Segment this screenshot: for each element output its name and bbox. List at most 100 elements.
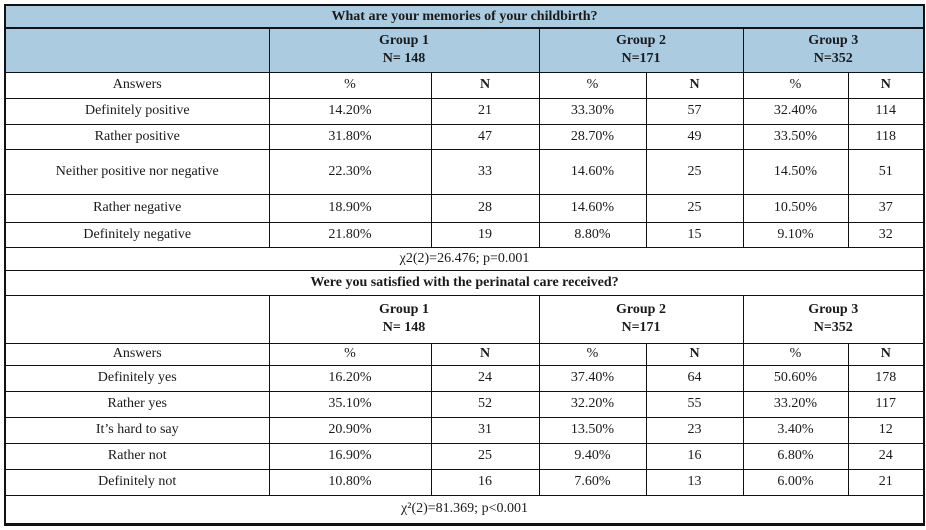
count-header: N [645,342,744,366]
value-cell: 117 [847,390,925,418]
value-cell: 7.60% [538,468,647,496]
value-cell: 178 [847,364,925,392]
answers-header: Answers [4,342,270,366]
table-row: Definitely positive 14.20% 21 33.30% 57 … [4,97,925,125]
value-cell: 22.30% [268,148,432,195]
value-cell: 8.80% [538,221,647,248]
section2-stats-row: χ²(2)=81.369; p<0.001 [4,494,925,525]
count-header: N [645,71,744,99]
value-cell: 114 [847,97,925,125]
table-row: Definitely negative 21.80% 19 8.80% 15 9… [4,221,925,248]
percent-header: % [742,342,849,366]
value-cell: 33.50% [742,123,849,150]
value-cell: 55 [645,390,744,418]
value-cell: 28 [430,193,540,223]
value-cell: 14.60% [538,148,647,195]
section1-group2-header-cell: Group 2 N=171 [538,27,744,73]
value-cell: 37.40% [538,364,647,392]
section1-group3-header-cell: Group 3 N=352 [742,27,925,73]
group1-n: N= 148 [382,320,426,335]
percent-header: % [538,71,647,99]
value-cell: 14.50% [742,148,849,195]
answer-cell: Rather not [4,442,270,470]
answer-cell: Neither positive nor negative [4,148,270,195]
value-cell: 51 [847,148,925,195]
group2-n: N=171 [621,320,661,335]
section2-title-row: Were you satisfied with the perinatal ca… [4,269,925,296]
section1-column-header-row: Answers % N % N % N [4,71,925,99]
table-row: Neither positive nor negative 22.30% 33 … [4,148,925,195]
answer-cell: Definitely yes [4,364,270,392]
value-cell: 18.90% [268,193,432,223]
answer-cell: Rather positive [4,123,270,150]
value-cell: 32.40% [742,97,849,125]
value-cell: 14.60% [538,193,647,223]
value-cell: 13 [645,468,744,496]
percent-header: % [742,71,849,99]
value-cell: 64 [645,364,744,392]
section2-group1-header-cell: Group 1 N= 148 [268,294,540,344]
value-cell: 6.00% [742,468,849,496]
value-cell: 31 [430,416,540,444]
table-row: Definitely yes 16.20% 24 37.40% 64 50.60… [4,364,925,392]
group3-n: N=352 [813,51,853,67]
value-cell: 16.20% [268,364,432,392]
section1-group-header-row: Group 1 N= 148 Group 2 N=171 Group 3 N=3… [4,27,925,73]
group2-name: Group 2 [616,301,666,317]
table-row: Rather positive 31.80% 47 28.70% 49 33.5… [4,123,925,150]
value-cell: 13.50% [538,416,647,444]
value-cell: 28.70% [538,123,647,150]
chi-square-result: χ²(2)=81.369; p<0.001 [4,494,925,525]
count-header: N [430,342,540,366]
answer-cell: Definitely negative [4,221,270,248]
section2-group-header-row: Group 1 N= 148 Group 2 N=171 Group 3 N=3… [4,294,925,344]
value-cell: 24 [847,442,925,470]
section2-column-header-row: Answers % N % N % N [4,342,925,366]
group2-n: N=171 [621,51,661,67]
value-cell: 15 [645,221,744,248]
value-cell: 33.20% [742,390,849,418]
group3-name: Group 3 [808,301,859,317]
value-cell: 50.60% [742,364,849,392]
value-cell: 6.80% [742,442,849,470]
value-cell: 19 [430,221,540,248]
section1-empty-corner-cell [4,27,270,73]
answer-cell: Definitely not [4,468,270,496]
section2-group3-header-cell: Group 3 N=352 [742,294,925,344]
value-cell: 21 [847,468,925,496]
value-cell: 25 [430,442,540,470]
section1-title-row: What are your memories of your childbirt… [4,4,925,29]
value-cell: 25 [645,193,744,223]
section1-stats-row: χ2(2)=26.476; p=0.001 [4,246,925,271]
value-cell: 10.80% [268,468,432,496]
value-cell: 33.30% [538,97,647,125]
chi-square-result: χ2(2)=26.476; p=0.001 [4,246,925,271]
section2-group2-header-cell: Group 2 N=171 [538,294,744,344]
value-cell: 16 [430,468,540,496]
answer-cell: Rather yes [4,390,270,418]
table-row: Rather negative 18.90% 28 14.60% 25 10.5… [4,193,925,223]
value-cell: 47 [430,123,540,150]
section1-title: What are your memories of your childbirt… [4,4,925,29]
value-cell: 3.40% [742,416,849,444]
value-cell: 14.20% [268,97,432,125]
section1-group1-header-cell: Group 1 N= 148 [268,27,540,73]
answer-cell: Definitely positive [4,97,270,125]
value-cell: 37 [847,193,925,223]
value-cell: 9.40% [538,442,647,470]
table-row: Rather yes 35.10% 52 32.20% 55 33.20% 11… [4,390,925,418]
answer-cell: Rather negative [4,193,270,223]
group2-name: Group 2 [616,33,666,49]
percent-header: % [268,71,432,99]
value-cell: 21 [430,97,540,125]
group3-n: N=352 [813,320,853,335]
survey-results-table: What are your memories of your childbirt… [4,4,926,526]
section2-title: Were you satisfied with the perinatal ca… [4,269,925,296]
section2-empty-corner-cell [4,294,270,344]
value-cell: 9.10% [742,221,849,248]
table-row: It’s hard to say 20.90% 31 13.50% 23 3.4… [4,416,925,444]
value-cell: 35.10% [268,390,432,418]
table-row: Definitely not 10.80% 16 7.60% 13 6.00% … [4,468,925,496]
value-cell: 16 [645,442,744,470]
value-cell: 12 [847,416,925,444]
